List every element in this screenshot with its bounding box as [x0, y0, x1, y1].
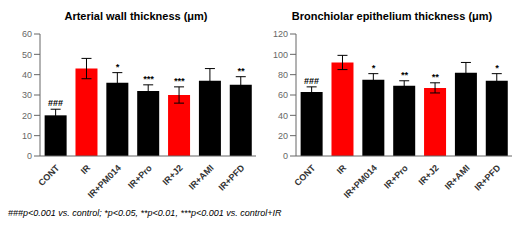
svg-text:60: 60 [278, 90, 288, 100]
svg-text:10: 10 [22, 131, 32, 141]
svg-text:IR+PM014: IR+PM014 [342, 163, 379, 200]
svg-text:###: ### [48, 98, 63, 108]
svg-text:*: * [372, 63, 376, 73]
svg-text:50: 50 [22, 50, 32, 60]
svg-text:120: 120 [273, 29, 288, 39]
html-text:Arterial wall thickness (μm): Arterial wall thickness (μm) [64, 10, 208, 22]
svg-text:IR+PM014: IR+PM014 [86, 163, 123, 200]
svg-text:**: ** [401, 70, 409, 80]
svg-text:80: 80 [278, 70, 288, 80]
svg-text:IR+PFD: IR+PFD [217, 163, 247, 193]
svg-text:IR: IR [335, 163, 349, 177]
svg-text:60: 60 [22, 29, 32, 39]
svg-text:*: * [495, 63, 499, 73]
svg-text:CONT: CONT [36, 163, 61, 188]
svg-text:###: ### [304, 76, 319, 86]
svg-text:20: 20 [22, 111, 32, 121]
svg-text:*: * [116, 62, 120, 72]
svg-text:IR+AMI: IR+AMI [187, 163, 216, 192]
svg-text:0: 0 [27, 151, 32, 161]
svg-text:40: 40 [22, 70, 32, 80]
svg-text:40: 40 [278, 111, 288, 121]
svg-text:IR+Pro: IR+Pro [126, 163, 154, 191]
svg-text:CONT: CONT [292, 163, 317, 188]
svg-text:***: *** [143, 74, 154, 84]
svg-text:IR+J2: IR+J2 [417, 163, 441, 187]
svg-text:IR+AMI: IR+AMI [443, 163, 472, 192]
svg-text:IR: IR [79, 163, 93, 177]
svg-text:***: *** [174, 76, 185, 86]
svg-text:100: 100 [273, 50, 288, 60]
svg-text:IR+PFD: IR+PFD [473, 163, 503, 193]
svg-text:0: 0 [283, 151, 288, 161]
html-text:###p<0.001 vs. control; *p<0.0: ###p<0.001 vs. control; *p<0.05, **p<0.0… [8, 208, 282, 218]
svg-text:20: 20 [278, 131, 288, 141]
svg-text:**: ** [237, 66, 245, 76]
svg-text:IR+Pro: IR+Pro [382, 163, 410, 191]
svg-text:30: 30 [22, 90, 32, 100]
html-text:Bronchiolar epithelium thickne: Bronchiolar epithelium thickness (μm) [291, 10, 493, 22]
svg-text:**: ** [432, 72, 440, 82]
svg-text:IR+J2: IR+J2 [161, 163, 185, 187]
